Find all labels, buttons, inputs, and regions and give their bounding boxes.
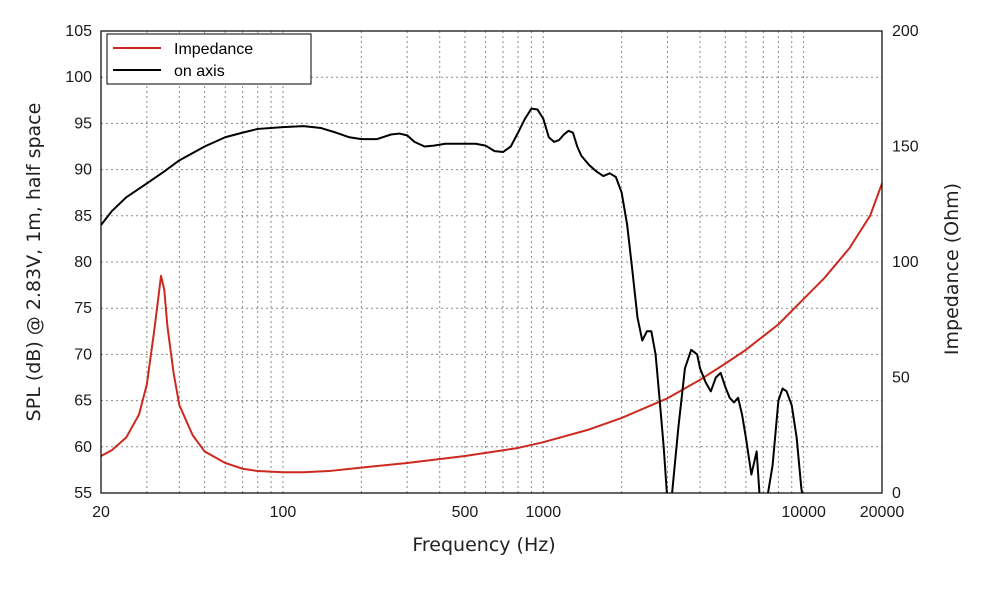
y-left-tick-label: 55 bbox=[74, 485, 92, 502]
grid bbox=[101, 31, 882, 493]
y-left-tick-label: 75 bbox=[74, 300, 92, 317]
y-left-tick-label: 105 bbox=[65, 23, 92, 40]
y-right-tick-label: 150 bbox=[892, 139, 919, 156]
plot-frame bbox=[100, 30, 883, 494]
y-left-tick-label: 80 bbox=[74, 254, 92, 271]
x-tick-label: 20 bbox=[92, 504, 110, 521]
y-right-tick-label: 100 bbox=[892, 254, 919, 271]
y-axis-left-title: SPL (dB) @ 2.83V, 1m, half space bbox=[23, 103, 45, 422]
y-left-tick-label: 70 bbox=[74, 346, 92, 363]
y-left-tick-label: 90 bbox=[74, 162, 92, 179]
legend: Impedance on axis bbox=[106, 33, 312, 85]
y-left-tick-label: 95 bbox=[74, 115, 92, 132]
y-right-tick-label: 200 bbox=[892, 23, 919, 40]
x-tick-label: 20000 bbox=[860, 504, 905, 521]
legend-box bbox=[106, 33, 312, 85]
x-tick-label: 500 bbox=[452, 504, 479, 521]
y-right-tick-label: 0 bbox=[892, 485, 901, 502]
y-left-tick-label: 60 bbox=[74, 439, 92, 456]
legend-label-impedance: Impedance bbox=[174, 41, 253, 58]
y-left-tick-label: 85 bbox=[74, 208, 92, 225]
x-axis-title: Frequency (Hz) bbox=[412, 534, 555, 556]
y-axis-right-title: Impedance (Ohm) bbox=[941, 183, 963, 355]
y-left-tick-label: 100 bbox=[65, 69, 92, 86]
series-line-impedance bbox=[101, 182, 882, 474]
y-left-tick-label: 65 bbox=[74, 393, 92, 410]
series-layer bbox=[101, 107, 882, 493]
legend-label-on-axis: on axis bbox=[174, 63, 225, 80]
y-right-tick-label: 50 bbox=[892, 370, 910, 387]
tick-labels: 20 100 500 1000 10000 20000556065707580859095… bbox=[65, 23, 919, 521]
series-line-on-axis bbox=[101, 107, 804, 493]
x-tick-label: 10000 bbox=[781, 504, 826, 521]
x-tick-label: 1000 bbox=[526, 504, 562, 521]
x-tick-label: 100 bbox=[270, 504, 297, 521]
